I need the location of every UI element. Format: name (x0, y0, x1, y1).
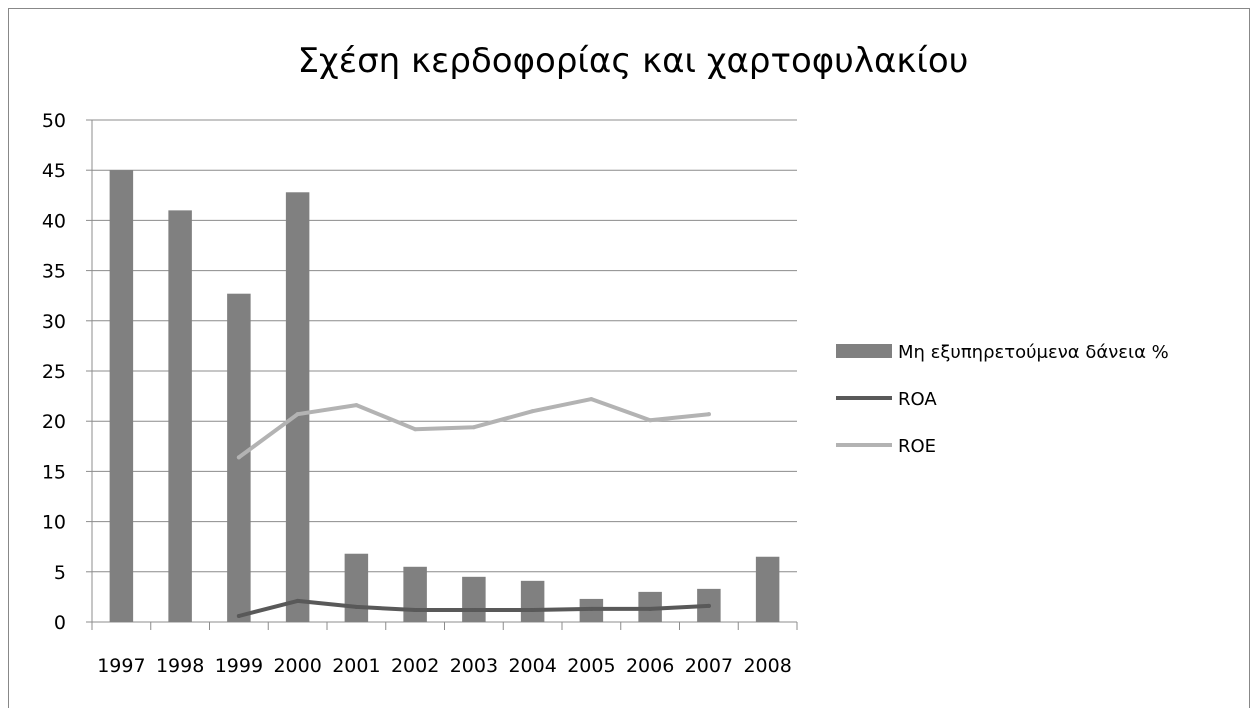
y-tick-label: 50 (42, 110, 66, 132)
axes: 0 5 10 15 20 25 30 35 40 45 50 1997 1998 1999 2000 2001… (42, 110, 798, 677)
legend-label: Μη εξυπηρετούμενα δάνεια % (898, 342, 1169, 363)
point-roe-2007 (706, 412, 711, 417)
point-roa-1999 (236, 613, 241, 618)
x-tick-label: 1997 (97, 655, 145, 677)
chart-frame (8, 8, 1250, 708)
point-roe-2002 (413, 427, 418, 432)
legend-item: ROA (836, 389, 937, 410)
y-tick-label: 5 (54, 562, 66, 584)
y-tick-label: 35 (42, 261, 66, 283)
x-tick-label: 2000 (273, 655, 321, 677)
bar-2004 (520, 580, 545, 622)
point-roa-2003 (471, 607, 476, 612)
y-tick-label: 20 (42, 411, 66, 433)
x-tick-label: 2004 (508, 655, 556, 677)
y-tick-label: 25 (42, 361, 66, 383)
bar-series (109, 170, 780, 623)
legend-item: ROE (836, 436, 936, 457)
point-roa-2000 (295, 598, 300, 603)
x-tick-label: 2007 (685, 655, 733, 677)
x-tick-label: 2001 (332, 655, 380, 677)
x-tick-label: 2002 (391, 655, 439, 677)
chart-title: Σχέση κερδοφορίας και χαρτοφυλακίου (298, 41, 969, 81)
bar-2003 (462, 576, 486, 622)
legend-label: ROE (898, 436, 936, 457)
line-series (236, 397, 711, 618)
bar-1997 (109, 170, 134, 622)
x-tick-label: 2008 (743, 655, 791, 677)
bar-2008 (755, 556, 780, 622)
bar-2001 (344, 553, 369, 622)
point-roa-2001 (354, 604, 359, 609)
x-tick-label: 2003 (450, 655, 498, 677)
y-tick-label: 30 (42, 311, 66, 333)
point-roa-2006 (648, 606, 653, 611)
point-roe-2000 (295, 412, 300, 417)
x-tick-label: 2005 (567, 655, 615, 677)
point-roa-2005 (589, 606, 594, 611)
legend-label: ROA (898, 389, 937, 410)
y-tick-label: 10 (42, 512, 66, 534)
x-tick-label: 2006 (626, 655, 674, 677)
y-tick-label: 15 (42, 461, 66, 483)
y-tick-label: 45 (42, 160, 66, 182)
bar-1998 (168, 210, 192, 623)
point-roe-2004 (530, 409, 535, 414)
point-roe-2005 (589, 397, 594, 402)
point-roa-2002 (413, 607, 418, 612)
gridlines (92, 119, 797, 623)
x-tick-label: 1999 (215, 655, 263, 677)
bar-2002 (403, 566, 427, 622)
y-tick-label: 0 (54, 612, 66, 634)
point-roe-2001 (354, 403, 359, 408)
y-tick-label: 40 (42, 210, 66, 232)
point-roa-2007 (706, 603, 711, 608)
legend-item: Μη εξυπηρετούμενα δάνεια % (836, 342, 1169, 363)
point-roe-2006 (648, 418, 653, 423)
point-roa-2004 (530, 607, 535, 612)
legend-swatch (836, 344, 892, 358)
point-roe-1999 (236, 455, 241, 460)
x-tick-label: 1998 (156, 655, 204, 677)
legend: Μη εξυπηρετούμενα δάνεια % ROA ROE (836, 342, 1169, 457)
point-roe-2003 (471, 425, 476, 430)
bar-2000 (285, 192, 310, 622)
